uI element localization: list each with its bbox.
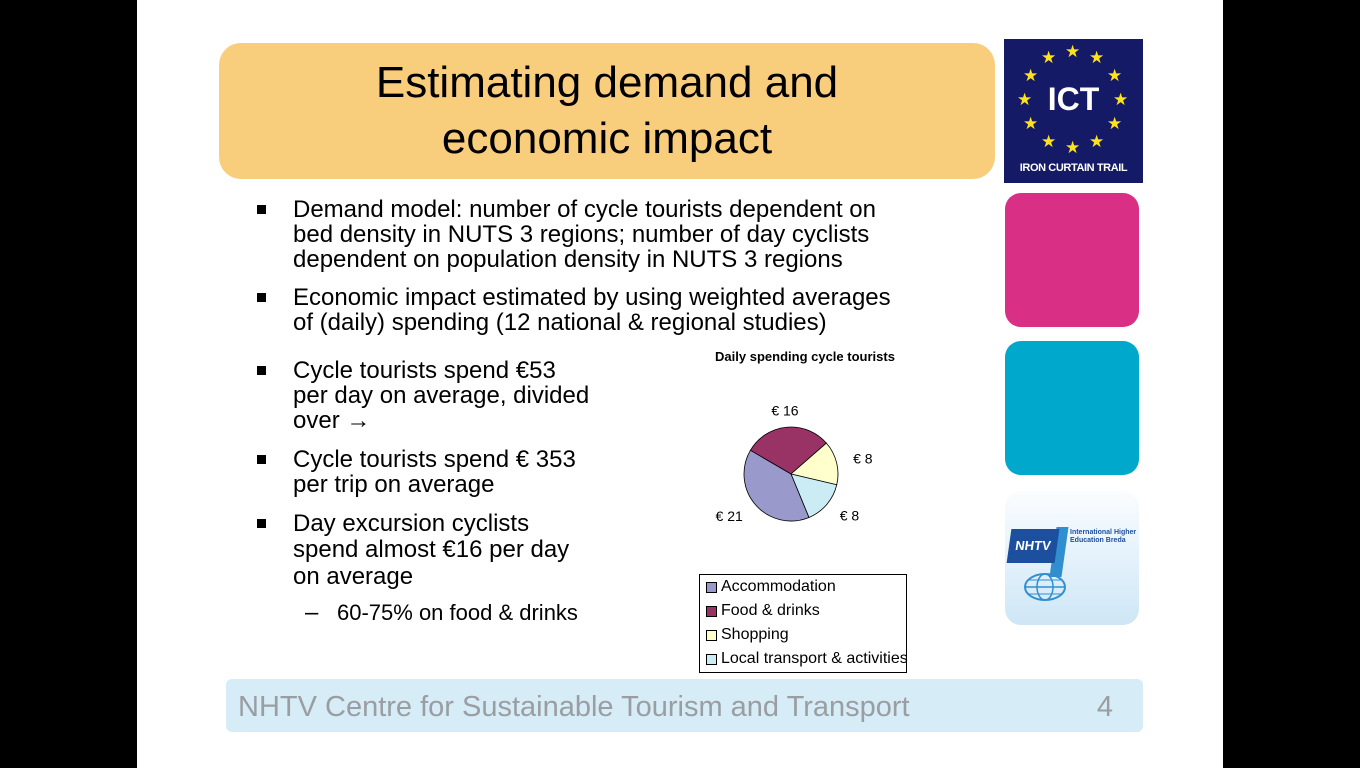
ict-logo-text: ICT <box>1047 81 1100 117</box>
bullet-line: over → <box>293 407 371 434</box>
bullet-line: Demand model: number of cycle tourists d… <box>293 196 876 223</box>
nhtv-logo-text: International Higher Education Breda <box>1070 529 1137 544</box>
sub-bullet-text: 60-75% on food & drinks <box>337 600 578 625</box>
pie-chart: Daily spending cycle tourists € 16 € 8 € 8… <box>715 349 895 524</box>
pie-data-label: € 8 <box>840 507 860 523</box>
bullet-line: per trip on average <box>293 471 495 498</box>
pink-tile <box>1005 193 1139 327</box>
bullet-line: on average <box>293 563 414 590</box>
footer: NHTV Centre for Sustainable Tourism and … <box>226 679 1143 732</box>
star-icon: ★ <box>1107 114 1123 133</box>
star-icon: ★ <box>1023 66 1039 85</box>
star-icon: ★ <box>1023 114 1039 133</box>
nhtv-logo: NHTV International Higher Education Bred… <box>1005 491 1139 625</box>
legend-label: Food & drinks <box>721 602 820 619</box>
ict-logo-subtitle: IRON CURTAIN TRAIL <box>1019 162 1128 174</box>
slide-number: 4 <box>1096 691 1113 723</box>
bullet-line: of (daily) spending (12 national & regio… <box>293 309 827 336</box>
legend-swatch <box>706 606 717 617</box>
pie-data-label: € 21 <box>716 508 743 524</box>
bullet-line: Day excursion cyclists <box>293 510 530 537</box>
bullet-line: Cycle tourists spend € 353 <box>293 446 576 473</box>
footer-text: NHTV Centre for Sustainable Tourism and … <box>238 691 910 723</box>
pie-data-label: € 8 <box>853 451 873 467</box>
ict-logo: ★ ★ ★ ★ ★ ★ ★ ★ ★ ★ ★ ★ ICT IRON CURTAIN… <box>1004 39 1143 183</box>
teal-tile <box>1005 341 1139 475</box>
globe-icon <box>1024 573 1066 601</box>
bullet-line: Economic impact estimated by using weigh… <box>293 284 891 311</box>
star-icon: ★ <box>1065 42 1081 61</box>
bullet-line: spend almost €16 per day <box>293 536 570 563</box>
bullet-line: per day on average, divided <box>293 382 590 409</box>
legend-swatch <box>706 582 717 593</box>
legend-swatch <box>706 654 717 665</box>
chart-legend: Accommodation Food & drinks Shopping Loc… <box>699 574 908 673</box>
bullet-line: dependent on population density in NUTS … <box>293 246 843 273</box>
chart-title: Daily spending cycle tourists <box>715 349 895 364</box>
nhtv-logo-badge: NHTV <box>1006 529 1060 563</box>
star-icon: ★ <box>1089 48 1105 67</box>
star-icon: ★ <box>1113 90 1129 109</box>
star-icon: ★ <box>1107 66 1123 85</box>
star-icon: ★ <box>1017 90 1033 109</box>
star-icon: ★ <box>1041 132 1057 151</box>
star-icon: ★ <box>1041 48 1057 67</box>
star-icon: ★ <box>1089 132 1105 151</box>
bullet-marker <box>257 205 266 214</box>
pie-slice <box>749 426 827 475</box>
pie-data-label: € 16 <box>771 402 798 418</box>
pie-slice <box>743 449 810 522</box>
legend-label: Local transport & activities <box>721 650 908 667</box>
title-box: Estimating demand and economic impact <box>219 43 995 179</box>
slide: Estimating demand and economic impact ★ … <box>137 0 1223 768</box>
legend-label: Shopping <box>721 626 789 643</box>
legend-label: Accommodation <box>721 578 836 595</box>
star-icon: ★ <box>1065 138 1081 157</box>
bullet-marker <box>257 455 266 464</box>
slide-title: Estimating demand and economic impact <box>375 58 839 163</box>
sub-bullet-dash: – <box>305 599 319 626</box>
legend-swatch <box>706 630 717 641</box>
bullet-line: Cycle tourists spend €53 <box>293 357 556 384</box>
bullet-marker <box>257 366 266 375</box>
bullet-line: bed density in NUTS 3 regions; number of… <box>293 221 870 248</box>
bullet-marker <box>257 519 266 528</box>
bullet-marker <box>257 293 266 302</box>
